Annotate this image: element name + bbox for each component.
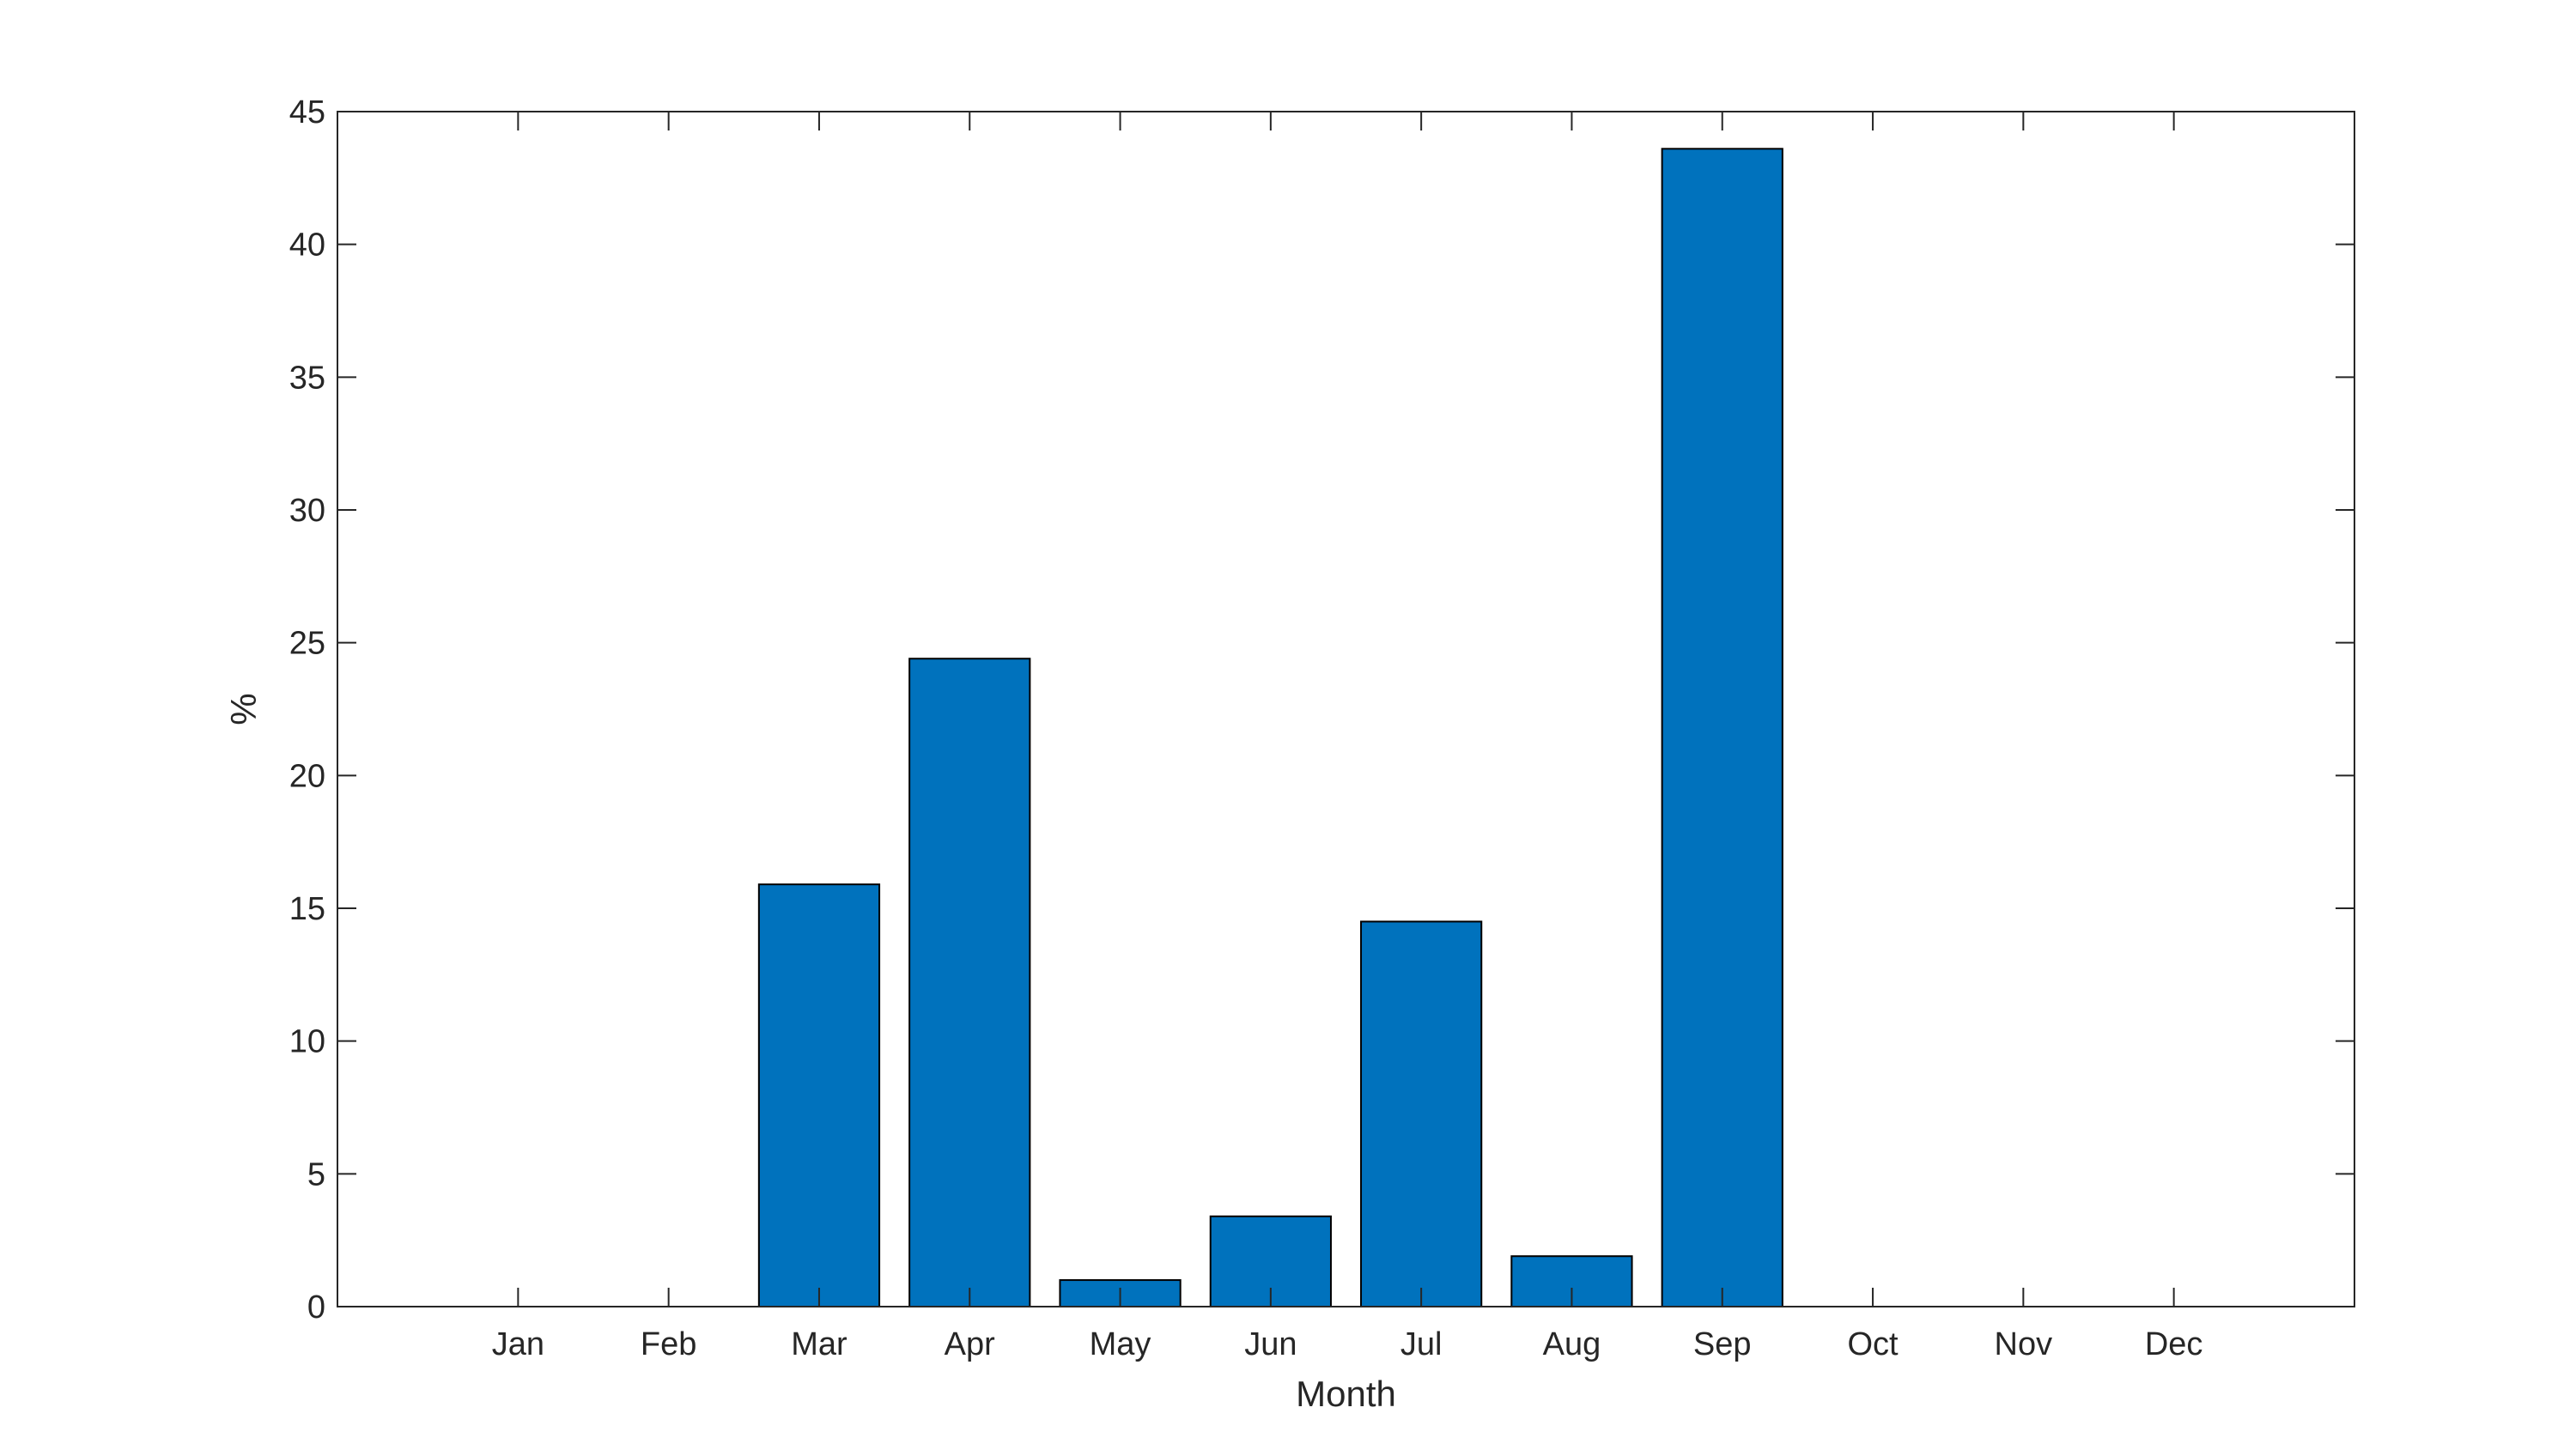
x-tick-label: Feb (641, 1326, 696, 1362)
x-tick-label: May (1090, 1326, 1151, 1362)
x-axis-label: Month (1296, 1374, 1396, 1414)
x-tick-label: Jul (1400, 1326, 1443, 1362)
x-tick-label: Sep (1693, 1326, 1752, 1362)
bar-apr (908, 658, 1031, 1307)
bar-jul (1360, 920, 1483, 1307)
x-tick-label: Jun (1244, 1326, 1297, 1362)
plot-background (337, 112, 2354, 1307)
y-tick-label: 5 (307, 1156, 325, 1192)
bar-mar (757, 883, 881, 1308)
x-tick-label: Apr (945, 1326, 995, 1362)
bars-layer (757, 148, 1783, 1308)
y-axis-label: % (223, 693, 264, 725)
bar-sep (1661, 148, 1783, 1308)
y-tick-label: 25 (289, 626, 325, 662)
ticks-layer: 0 5 10 15 20 25 30 35 40 45 Jan Feb Mar Apr May Jun Jul A… (289, 94, 2354, 1362)
x-tick-label: Nov (1995, 1326, 2053, 1362)
x-tick-label: Jan (492, 1326, 544, 1362)
y-tick-label: 0 (307, 1289, 325, 1326)
y-tick-label: 40 (289, 228, 325, 264)
y-tick-label: 10 (289, 1024, 325, 1060)
y-tick-label: 35 (289, 360, 325, 396)
labels-layer: Month % (223, 693, 1396, 1414)
y-tick-label: 30 (289, 493, 325, 529)
y-tick-label: 45 (289, 94, 325, 130)
y-tick-label: 15 (289, 891, 325, 927)
axes-layer (337, 111, 2355, 1307)
x-tick-label: Dec (2145, 1326, 2203, 1362)
y-tick-label: 20 (289, 758, 325, 794)
x-tick-label: Oct (1847, 1326, 1899, 1362)
plot-area (337, 112, 2354, 1307)
axes-box (337, 111, 2355, 1307)
x-tick-label: Mar (791, 1326, 848, 1362)
x-tick-label: Aug (1543, 1326, 1601, 1362)
